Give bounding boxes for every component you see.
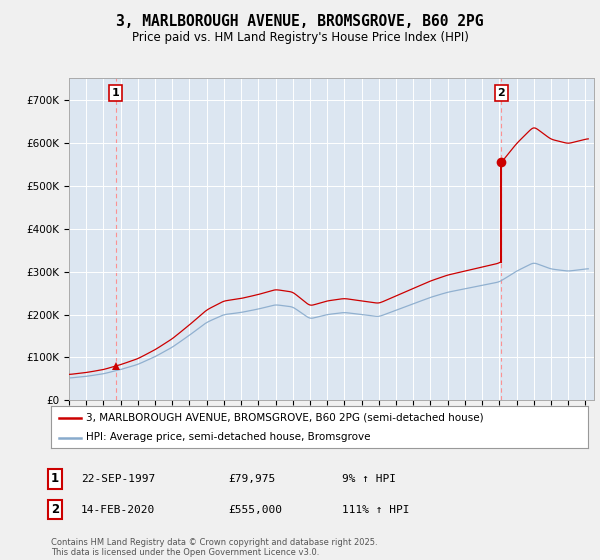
- Text: 1: 1: [112, 88, 119, 98]
- Text: £555,000: £555,000: [228, 505, 282, 515]
- Text: 9% ↑ HPI: 9% ↑ HPI: [342, 474, 396, 484]
- Text: 14-FEB-2020: 14-FEB-2020: [81, 505, 155, 515]
- Text: 2: 2: [51, 503, 59, 516]
- Text: HPI: Average price, semi-detached house, Bromsgrove: HPI: Average price, semi-detached house,…: [86, 432, 370, 442]
- Text: 2: 2: [497, 88, 505, 98]
- Text: 111% ↑ HPI: 111% ↑ HPI: [342, 505, 409, 515]
- Text: 22-SEP-1997: 22-SEP-1997: [81, 474, 155, 484]
- Text: £79,975: £79,975: [228, 474, 275, 484]
- Text: 3, MARLBOROUGH AVENUE, BROMSGROVE, B60 2PG (semi-detached house): 3, MARLBOROUGH AVENUE, BROMSGROVE, B60 2…: [86, 413, 484, 423]
- Text: Contains HM Land Registry data © Crown copyright and database right 2025.
This d: Contains HM Land Registry data © Crown c…: [51, 538, 377, 557]
- Text: 1: 1: [51, 472, 59, 486]
- Text: 3, MARLBOROUGH AVENUE, BROMSGROVE, B60 2PG: 3, MARLBOROUGH AVENUE, BROMSGROVE, B60 2…: [116, 14, 484, 29]
- Text: Price paid vs. HM Land Registry's House Price Index (HPI): Price paid vs. HM Land Registry's House …: [131, 31, 469, 44]
